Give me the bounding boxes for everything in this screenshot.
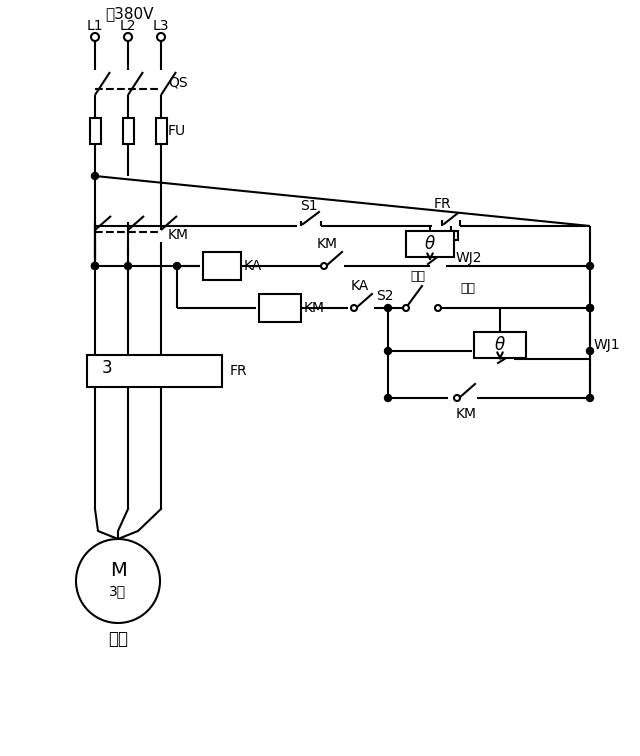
Text: L3: L3	[153, 19, 169, 33]
Circle shape	[351, 305, 357, 311]
Text: KA: KA	[244, 259, 262, 273]
Text: 3～: 3～	[109, 584, 127, 598]
Text: KM: KM	[317, 237, 337, 251]
Circle shape	[385, 305, 392, 311]
Bar	[203, 252, 241, 280]
Text: θ: θ	[425, 235, 435, 253]
Circle shape	[92, 262, 99, 269]
Circle shape	[76, 539, 160, 623]
Text: KM: KM	[304, 301, 325, 315]
Text: 风机: 风机	[108, 630, 128, 648]
Bar	[122, 118, 134, 144]
Text: WJ1: WJ1	[594, 338, 621, 352]
Bar	[259, 294, 301, 322]
Circle shape	[385, 348, 392, 355]
Bar	[87, 355, 222, 387]
Text: FR: FR	[433, 197, 451, 211]
Circle shape	[586, 305, 593, 311]
Text: WJ2: WJ2	[456, 251, 483, 265]
Bar	[156, 118, 166, 144]
Text: M: M	[109, 562, 126, 581]
Text: 3: 3	[102, 359, 112, 377]
Text: KM: KM	[168, 228, 189, 242]
Circle shape	[435, 305, 441, 311]
Circle shape	[157, 33, 165, 41]
Circle shape	[173, 262, 180, 269]
Text: 手动: 手动	[460, 281, 475, 295]
Text: L2: L2	[120, 19, 136, 33]
Circle shape	[91, 33, 99, 41]
Circle shape	[586, 395, 593, 401]
Text: QS: QS	[168, 76, 188, 90]
Text: ～380V: ～380V	[105, 7, 154, 21]
Text: KA: KA	[351, 279, 369, 293]
Text: KM: KM	[456, 407, 477, 421]
Circle shape	[92, 172, 99, 179]
Bar	[406, 231, 454, 257]
Bar	[474, 332, 526, 358]
Circle shape	[124, 33, 132, 41]
Circle shape	[92, 262, 99, 269]
Text: FU: FU	[168, 124, 186, 138]
Circle shape	[454, 395, 460, 401]
Circle shape	[385, 395, 392, 401]
Circle shape	[403, 305, 409, 311]
Circle shape	[321, 263, 327, 269]
Text: S1: S1	[300, 199, 318, 213]
Circle shape	[586, 262, 593, 269]
Text: FR: FR	[230, 364, 248, 378]
Circle shape	[125, 262, 131, 269]
Circle shape	[586, 348, 593, 355]
Text: S2: S2	[376, 289, 394, 303]
Bar	[444, 231, 458, 240]
Text: L1: L1	[86, 19, 103, 33]
Text: 自动: 自动	[410, 269, 426, 283]
Text: θ: θ	[495, 336, 505, 354]
Bar	[90, 118, 100, 144]
Circle shape	[586, 305, 593, 311]
